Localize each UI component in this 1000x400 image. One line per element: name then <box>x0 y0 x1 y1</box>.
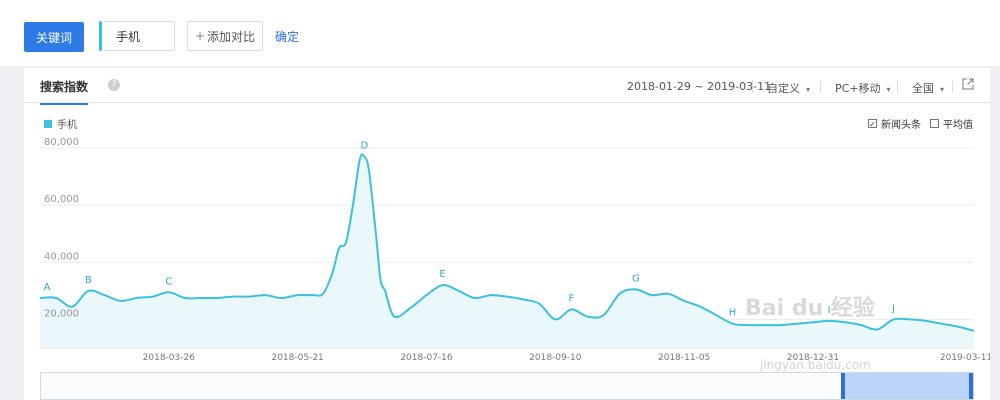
custom-range-dropdown[interactable]: 自定义 ▾ <box>767 80 810 96</box>
chart-legend: 手机 <box>44 116 77 131</box>
news-headline-checkbox[interactable]: ✓ 新闻头条 <box>868 116 921 131</box>
region-dropdown[interactable]: 全国 ▾ <box>912 80 944 96</box>
average-checkbox[interactable]: 平均值 <box>930 116 973 131</box>
plus-icon: + <box>194 29 206 43</box>
keyword-input[interactable]: 手机 <box>99 21 175 51</box>
y-tick-label: 40,000 <box>44 251 79 262</box>
search-index-chart: 80,000 60,000 40,000 20,000 2018-03-26 2018-… <box>39 137 990 363</box>
y-tick-label: 60,000 <box>44 194 79 205</box>
legend-swatch <box>44 119 52 128</box>
event-marker-c[interactable]: C <box>165 276 172 287</box>
slider-selection[interactable] <box>843 373 973 399</box>
event-marker-d[interactable]: D <box>361 141 369 152</box>
slider-right-handle[interactable] <box>969 373 973 399</box>
separator <box>952 80 953 93</box>
x-tick-label: 2018-05-21 <box>271 353 323 363</box>
separator <box>752 80 753 93</box>
y-tick-label: 20,000 <box>44 308 79 319</box>
device-dropdown[interactable]: PC+移动 ▾ <box>835 80 891 96</box>
panel-divider <box>24 102 990 103</box>
event-marker-f[interactable]: F <box>569 293 575 304</box>
caret-down-icon: ▾ <box>940 85 945 94</box>
series-area <box>40 154 974 348</box>
event-marker-b[interactable]: B <box>85 275 92 286</box>
event-marker-a[interactable]: A <box>43 282 50 293</box>
device-label: PC+移动 <box>835 82 881 95</box>
event-marker-e[interactable]: E <box>439 269 445 280</box>
date-range-display[interactable]: 2018-01-29 ~ 2019-03-11 <box>627 80 772 93</box>
news-headline-label: 新闻头条 <box>881 120 921 131</box>
event-marker-g[interactable]: G <box>632 273 640 284</box>
separator <box>897 80 898 93</box>
caret-down-icon: ▾ <box>886 85 891 94</box>
x-tick-label: 2018-12-31 <box>787 353 839 363</box>
confirm-link[interactable]: 确定 <box>275 30 300 44</box>
event-marker-h[interactable]: H <box>729 308 737 319</box>
time-range-slider[interactable] <box>40 372 974 400</box>
baidu-watermark-url: jingyan.baidu.com <box>760 358 871 372</box>
x-tick-label: 2018-07-16 <box>400 353 453 363</box>
event-marker-i[interactable]: I <box>828 305 831 316</box>
region-label: 全国 <box>912 82 934 95</box>
tab-search-index[interactable]: 搜索指数 <box>40 78 89 105</box>
x-tick-label: 2018-11-05 <box>658 353 710 363</box>
y-tick-label: 80,000 <box>44 137 79 148</box>
slider-left-handle[interactable] <box>841 373 845 399</box>
external-link-icon[interactable] <box>962 78 974 90</box>
help-icon[interactable]: ? <box>108 79 120 91</box>
custom-range-label: 自定义 <box>767 82 800 95</box>
top-toolbar: 关键词 手机 + 添加对比 确定 <box>0 0 1000 66</box>
separator <box>820 80 821 93</box>
baidu-watermark: Bai du 经验 <box>745 296 875 321</box>
x-tick-label: 2018-03-26 <box>143 353 196 363</box>
checkbox-checked-icon: ✓ <box>868 119 877 129</box>
x-tick-label: 2019-03-11 <box>940 353 990 363</box>
keyword-tab-button[interactable]: 关键词 <box>24 22 84 52</box>
x-tick-label: 2018-09-10 <box>529 353 582 363</box>
checkbox-icon <box>930 119 939 128</box>
caret-down-icon: ▾ <box>806 85 811 94</box>
legend-label: 手机 <box>57 120 77 131</box>
search-index-panel: 搜索指数 ? 2018-01-29 ~ 2019-03-11 自定义 ▾ PC+移… <box>24 68 990 400</box>
average-label: 平均值 <box>943 120 973 131</box>
add-compare-label: 添加对比 <box>207 29 256 44</box>
event-marker-j[interactable]: J <box>891 303 895 314</box>
add-compare-button[interactable]: + 添加对比 <box>187 21 263 51</box>
series-line <box>39 153 975 332</box>
